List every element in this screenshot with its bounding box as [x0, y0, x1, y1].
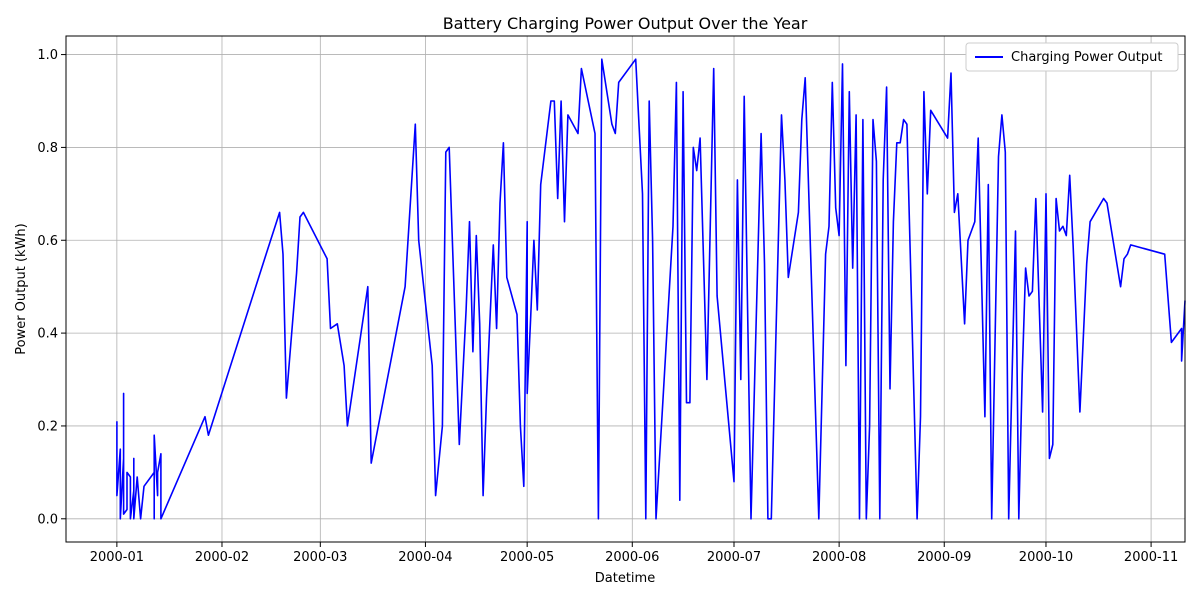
x-axis: 2000-01 2000-02 2000-03 2000-04 2000-05 2000-… [90, 542, 1178, 565]
x-tick-label: 2000-04 [398, 550, 452, 565]
grid [66, 36, 1185, 542]
y-tick-label: 0.2 [37, 419, 58, 434]
x-tick-label: 2000-01 [90, 550, 144, 565]
plot-frame [65, 35, 1186, 543]
series-layer [116, 58, 1186, 520]
x-tick-label: 2000-08 [812, 550, 866, 565]
legend-box [965, 42, 1179, 72]
y-tick-label: 0.0 [37, 512, 58, 527]
x-tick-label: 2000-03 [293, 550, 347, 565]
y-tick-label: 0.6 [37, 234, 58, 249]
x-tick-label: 2000-09 [917, 550, 971, 565]
y-tick-label: 0.8 [37, 141, 58, 156]
y-tick-label: 0.4 [37, 327, 58, 342]
x-tick-label: 2000-07 [707, 550, 761, 565]
legend: Charging Power Output [965, 42, 1179, 72]
x-tick-label: 2000-11 [1124, 550, 1178, 565]
x-tick-label: 2000-10 [1019, 550, 1073, 565]
y-tick-label: 1.0 [37, 48, 58, 63]
x-tick-label: 2000-06 [605, 550, 659, 565]
chart-title: Battery Charging Power Output Over the Y… [443, 14, 808, 33]
plot-area [66, 36, 1185, 542]
x-tick-label: 2000-05 [500, 550, 554, 565]
legend-label: Charging Power Output [1011, 50, 1162, 65]
y-axis-label: Power Output (kWh) [14, 223, 29, 355]
series-line [116, 58, 1186, 520]
y-axis: 0.0 0.2 0.4 0.6 0.8 1.0 [37, 48, 66, 527]
x-tick-label: 2000-02 [195, 550, 249, 565]
x-axis-label: Datetime [595, 571, 655, 586]
